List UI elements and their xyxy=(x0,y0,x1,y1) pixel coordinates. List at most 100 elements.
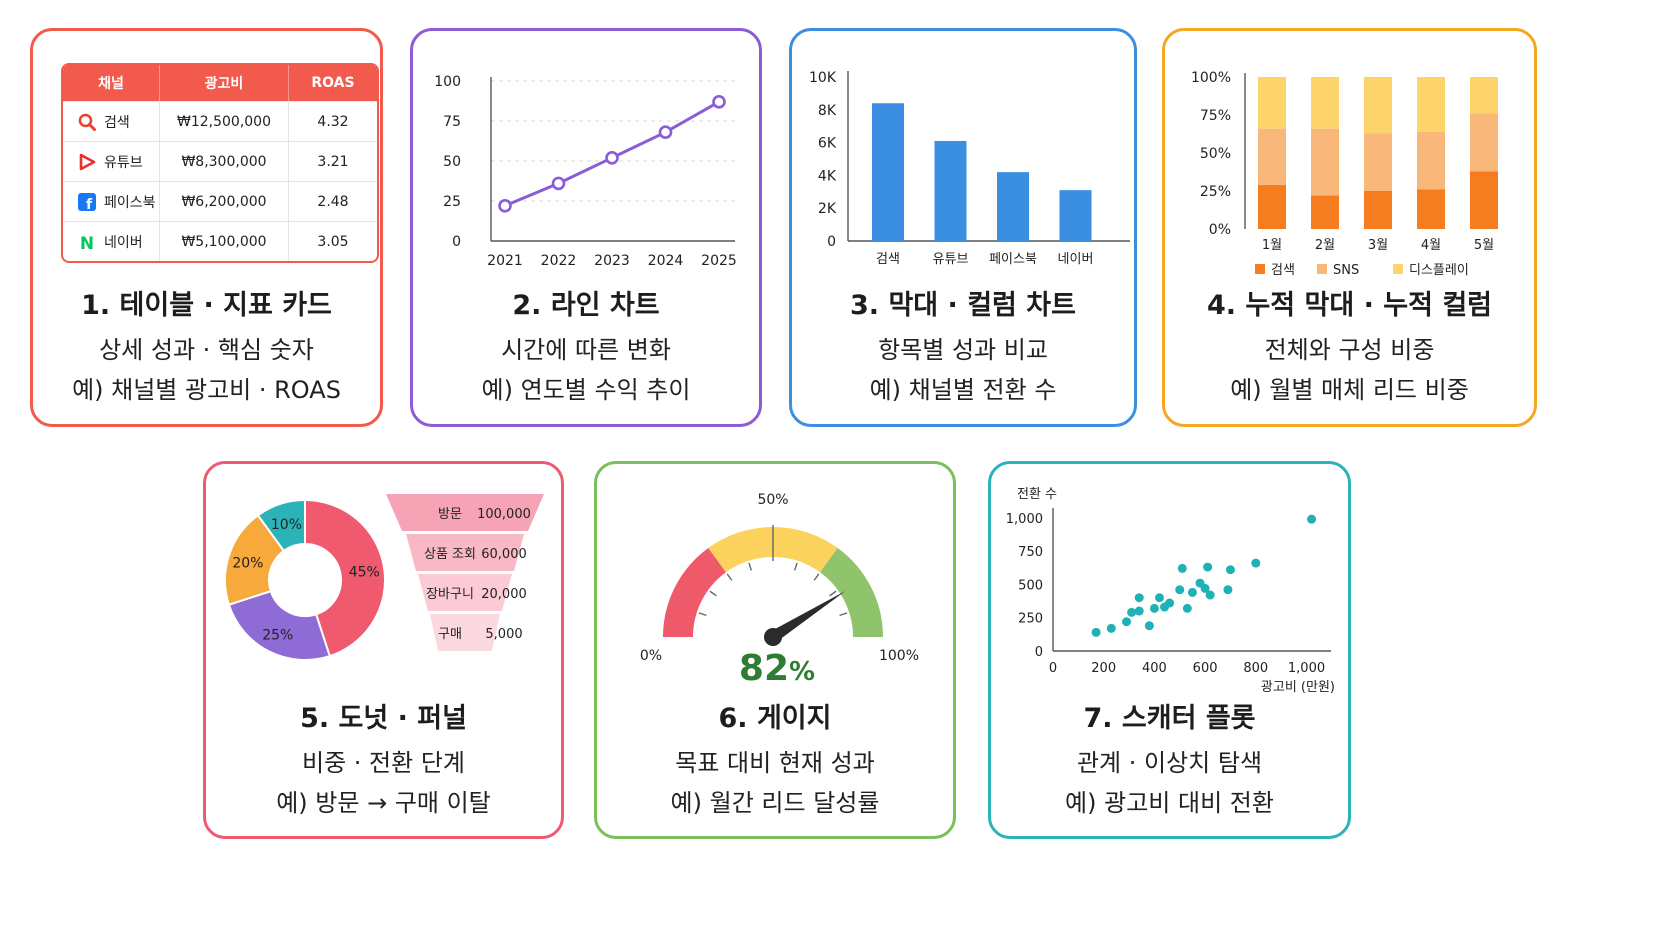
scatter-point xyxy=(1122,617,1132,627)
scatter-point xyxy=(1203,562,1213,572)
x-tick-label: 600 xyxy=(1193,661,1218,676)
cell-spend: ₩5,100,000 xyxy=(159,221,288,261)
cell-roas: 4.32 xyxy=(288,101,377,141)
x-tick-label: 800 xyxy=(1243,661,1268,676)
scatter-point xyxy=(1307,514,1317,524)
y-tick-label: 6K xyxy=(818,136,837,152)
scatter-point xyxy=(1251,558,1261,568)
bar xyxy=(934,140,967,241)
stacked-segment xyxy=(1364,133,1392,191)
x-tick-label: 3월 xyxy=(1368,238,1388,253)
stacked-segment xyxy=(1258,184,1286,229)
table-row: N 네이버 ₩5,100,000 3.05 xyxy=(63,221,377,261)
card-subtitle: 항목별 성과 비교 xyxy=(878,336,1048,364)
stacked-segment xyxy=(1311,77,1339,129)
funnel-stage xyxy=(430,614,500,651)
gauge-hub xyxy=(764,628,782,646)
scatter-point xyxy=(1144,621,1154,631)
cell-channel: 유튜브 xyxy=(63,141,159,181)
gauge-tick xyxy=(698,612,707,617)
x-tick-label: 유튜브 xyxy=(933,252,969,267)
scatter-point xyxy=(1225,565,1235,575)
card-bar-chart: 0 2K 4K 6K 8K 10K 검색 유튜브 페이스북 네이버 3. 막대 · 컬럼 차트 항… xyxy=(789,28,1137,427)
gauge-tick xyxy=(709,590,717,597)
caption-bar: 3. 막대 · 컬럼 차트 항목별 성과 비교 예) 채널별 전환 수 xyxy=(792,289,1134,405)
gauge-value-number: 82 xyxy=(739,648,789,689)
svg-text:N: N xyxy=(80,234,94,251)
donut-slice xyxy=(304,498,386,658)
data-point xyxy=(658,125,673,139)
scatter-point xyxy=(1187,587,1197,597)
x-tick-label: 1월 xyxy=(1262,238,1282,253)
channel-table: 채널 광고비 ROAS 검색 ₩12,500,000 4.32 유튜브 ₩8,300,0… xyxy=(61,63,379,263)
legend-label: 디스플레이 xyxy=(1409,263,1469,278)
x-tick-label: 400 xyxy=(1142,661,1167,676)
card-line-chart: 0 25 50 75 100 2021 2022 2023 2024 2025 2. 라인 차트 … xyxy=(410,28,762,427)
funnel-stage-label: 구매 xyxy=(438,627,462,642)
card-subtitle: 상세 성과 · 핵심 숫자 xyxy=(99,336,314,364)
y-tick-label: 1,000 xyxy=(1006,512,1043,527)
stacked-segment xyxy=(1258,77,1286,129)
x-tick-label: 2월 xyxy=(1315,238,1335,253)
card-example: 예) 광고비 대비 전환 xyxy=(1065,789,1274,817)
card-gauge: 50% 0% 100% 82% 6. 게이지 목표 대비 현재 성과 예) 월간 리드… xyxy=(594,461,956,839)
y-tick-label: 8K xyxy=(818,103,837,119)
naver-icon: N xyxy=(78,233,96,251)
legend-swatch xyxy=(1255,264,1265,274)
scatter-point xyxy=(1175,585,1185,595)
donut-slice xyxy=(227,589,331,661)
funnel-stage-value: 20,000 xyxy=(481,587,527,602)
card-example: 예) 월간 리드 달성률 xyxy=(670,789,880,817)
table-row: f 페이스북 ₩6,200,000 2.48 xyxy=(63,181,377,221)
cell-roas: 2.48 xyxy=(288,181,377,221)
cell-roas: 3.21 xyxy=(288,141,377,181)
caption-line: 2. 라인 차트 시간에 따른 변화 예) 연도별 수익 추이 xyxy=(413,289,759,405)
card-stacked-chart: 0% 25% 50% 75% 100% 1월 2월 3월 4월 5월 검색 SNS 디스플레이 4. 누… xyxy=(1162,28,1537,427)
slice-label: 45% xyxy=(349,565,380,581)
gauge-tick xyxy=(748,562,753,571)
gauge-mid-label: 50% xyxy=(757,492,788,508)
card-example: 예) 채널별 전환 수 xyxy=(869,376,1057,404)
channel-label-wrap: N 네이버 xyxy=(64,232,158,252)
scatter-point xyxy=(1182,603,1192,613)
y-tick-label: 75 xyxy=(443,114,461,130)
y-tick-label: 0% xyxy=(1209,222,1231,238)
stacked-segment xyxy=(1311,128,1339,196)
table-row: 유튜브 ₩8,300,000 3.21 xyxy=(63,141,377,181)
funnel-stage-value: 60,000 xyxy=(481,547,527,562)
stacked-segment xyxy=(1470,77,1498,114)
stacked-segment xyxy=(1311,195,1339,229)
stacked-segment xyxy=(1470,171,1498,229)
table-row: 검색 ₩12,500,000 4.32 xyxy=(63,101,377,141)
scatter-point xyxy=(1200,583,1210,593)
card-title: 2. 라인 차트 xyxy=(512,290,660,321)
cell-channel: 검색 xyxy=(63,101,159,141)
channel-name: 유튜브 xyxy=(104,154,143,171)
channel-label-wrap: 유튜브 xyxy=(64,152,158,172)
card-scatter: 0 250 500 750 1,000 0 200 400 600 800 1,000 전환 수 광고비… xyxy=(988,461,1351,839)
card-example: 예) 채널별 광고비 · ROAS xyxy=(72,376,341,404)
x-tick-label: 0 xyxy=(1049,661,1057,676)
channel-name: 검색 xyxy=(104,114,130,131)
card-subtitle: 관계 · 이상치 탐색 xyxy=(1076,749,1263,777)
scatter-point xyxy=(1177,563,1187,573)
bar-chart: 0 2K 4K 6K 8K 10K 검색 유튜브 페이스북 네이버 xyxy=(809,70,1130,267)
y-tick-label: 100% xyxy=(1191,70,1231,86)
x-axis-label: 광고비 (만원) xyxy=(1261,680,1335,695)
x-tick-label: 4월 xyxy=(1421,238,1441,253)
table-header-channel: 채널 xyxy=(63,65,159,101)
cell-spend: ₩8,300,000 xyxy=(159,141,288,181)
x-tick-label: 네이버 xyxy=(1058,252,1094,267)
card-example: 예) 월별 매체 리드 비중 xyxy=(1230,376,1469,404)
scatter-point xyxy=(1106,623,1116,633)
funnel-stage-label: 장바구니 xyxy=(426,587,474,602)
slice-label: 10% xyxy=(271,517,302,533)
funnel-stage xyxy=(418,574,512,611)
gauge-tick xyxy=(839,612,848,617)
gauge-chart: 50% 0% 100% 82% xyxy=(640,492,919,689)
cell-spend: ₩6,200,000 xyxy=(159,181,288,221)
stacked-segment xyxy=(1417,189,1445,229)
y-tick-label: 50% xyxy=(1200,146,1231,162)
gauge-tick xyxy=(793,562,798,571)
donut-slice xyxy=(256,498,306,553)
